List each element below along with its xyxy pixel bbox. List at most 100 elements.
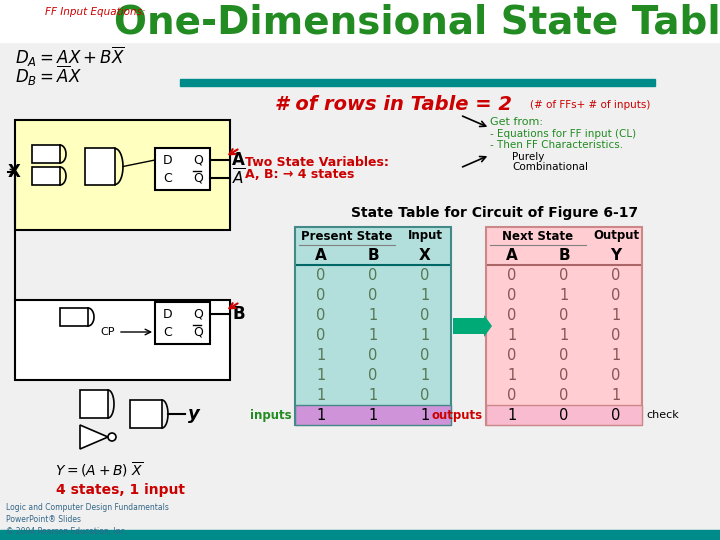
Text: Get from:: Get from: xyxy=(490,117,543,127)
Text: 0: 0 xyxy=(316,267,325,282)
Bar xyxy=(80,390,108,418)
Bar xyxy=(486,227,642,425)
Text: 0: 0 xyxy=(611,327,621,342)
Text: 1: 1 xyxy=(420,287,430,302)
Text: 0: 0 xyxy=(611,267,621,282)
Text: Q: Q xyxy=(193,307,203,321)
Text: C: C xyxy=(163,172,172,185)
Text: 0: 0 xyxy=(611,408,621,422)
Text: 0: 0 xyxy=(369,368,378,382)
Text: Q: Q xyxy=(193,172,203,185)
Text: y: y xyxy=(188,405,199,423)
Text: 0: 0 xyxy=(420,388,430,402)
Text: 0: 0 xyxy=(508,388,517,402)
Text: 0: 0 xyxy=(316,287,325,302)
Text: 0: 0 xyxy=(369,348,378,362)
Text: A: A xyxy=(506,247,518,262)
Text: X: X xyxy=(419,247,431,262)
Text: Input: Input xyxy=(408,230,443,242)
Text: 1: 1 xyxy=(369,307,377,322)
Text: 0: 0 xyxy=(369,267,378,282)
Text: A, B: → 4 states: A, B: → 4 states xyxy=(245,168,354,181)
Text: 1: 1 xyxy=(508,368,517,382)
Text: B: B xyxy=(558,247,570,262)
Text: 1: 1 xyxy=(611,388,621,402)
Text: 0: 0 xyxy=(559,307,569,322)
Text: Combinational: Combinational xyxy=(512,162,588,172)
Text: $D_B = \overline{A}X$: $D_B = \overline{A}X$ xyxy=(15,64,82,88)
Bar xyxy=(32,145,60,163)
Text: 0: 0 xyxy=(559,408,569,422)
Text: X: X xyxy=(8,163,21,181)
Bar xyxy=(0,0,720,42)
Text: 0: 0 xyxy=(508,287,517,302)
Text: # of rows in Table = 2: # of rows in Table = 2 xyxy=(275,96,512,114)
Text: 0: 0 xyxy=(611,368,621,382)
Bar xyxy=(32,167,60,185)
Text: CP: CP xyxy=(101,327,115,337)
Bar xyxy=(295,227,451,425)
Text: 0: 0 xyxy=(420,307,430,322)
Text: Present State: Present State xyxy=(301,230,392,242)
Bar xyxy=(155,148,210,190)
Polygon shape xyxy=(80,425,108,449)
Text: FF Input Equations:: FF Input Equations: xyxy=(45,7,145,17)
Text: C: C xyxy=(163,326,172,339)
Text: 1: 1 xyxy=(559,287,569,302)
Text: D: D xyxy=(163,307,173,321)
Bar xyxy=(85,148,115,185)
Text: $Y = (A+B)\ \overline{X}$: $Y = (A+B)\ \overline{X}$ xyxy=(55,461,143,479)
Text: (# of FFs+ # of inputs): (# of FFs+ # of inputs) xyxy=(530,100,650,110)
Text: 4 states, 1 input: 4 states, 1 input xyxy=(56,483,185,497)
Text: 1: 1 xyxy=(420,368,430,382)
Text: 0: 0 xyxy=(316,327,325,342)
Bar xyxy=(180,79,655,86)
Text: Output: Output xyxy=(593,230,639,242)
Text: Logic and Computer Design Fundamentals
PowerPoint® Slides
© 2004 Pearson Educati: Logic and Computer Design Fundamentals P… xyxy=(6,503,169,536)
Text: $\overline{A}$: $\overline{A}$ xyxy=(232,168,246,188)
Text: Next State: Next State xyxy=(503,230,574,242)
Text: 0: 0 xyxy=(420,267,430,282)
Text: 1: 1 xyxy=(369,388,377,402)
Text: 1: 1 xyxy=(420,327,430,342)
Text: 1: 1 xyxy=(316,348,325,362)
Text: A: A xyxy=(232,151,245,169)
Text: B: B xyxy=(232,305,245,323)
Text: 0: 0 xyxy=(559,368,569,382)
Text: 1: 1 xyxy=(508,408,517,422)
Text: 1: 1 xyxy=(316,388,325,402)
Text: Two State Variables:: Two State Variables: xyxy=(245,156,389,168)
Text: 1: 1 xyxy=(508,327,517,342)
Text: outputs: outputs xyxy=(432,408,483,422)
Text: - Equations for FF input (CL): - Equations for FF input (CL) xyxy=(490,129,636,139)
Bar xyxy=(130,400,162,428)
Bar xyxy=(0,530,720,540)
Text: 0: 0 xyxy=(316,307,325,322)
Bar xyxy=(15,120,230,230)
FancyArrow shape xyxy=(453,315,492,337)
Text: Q: Q xyxy=(193,153,203,166)
Text: 0: 0 xyxy=(508,267,517,282)
Text: Y: Y xyxy=(611,247,621,262)
Text: 0: 0 xyxy=(559,267,569,282)
Bar xyxy=(60,308,88,326)
Bar xyxy=(155,302,210,344)
Text: 1: 1 xyxy=(420,408,430,422)
Text: One-Dimensional State Table: One-Dimensional State Table xyxy=(114,3,720,41)
Bar xyxy=(295,405,451,425)
Text: - Then FF Characteristics.: - Then FF Characteristics. xyxy=(490,140,623,150)
Text: inputs: inputs xyxy=(251,408,292,422)
Text: 1: 1 xyxy=(611,307,621,322)
Text: 1: 1 xyxy=(369,408,377,422)
Text: 0: 0 xyxy=(559,388,569,402)
Bar xyxy=(15,300,230,380)
Text: State Table for Circuit of Figure 6-17: State Table for Circuit of Figure 6-17 xyxy=(351,206,639,220)
Text: 0: 0 xyxy=(420,348,430,362)
Text: 0: 0 xyxy=(611,287,621,302)
Text: 1: 1 xyxy=(316,368,325,382)
Text: $D_A = AX + B\overline{X}$: $D_A = AX + B\overline{X}$ xyxy=(15,45,125,69)
Text: 0: 0 xyxy=(508,307,517,322)
Text: Purely: Purely xyxy=(512,152,544,162)
Text: 0: 0 xyxy=(369,287,378,302)
Text: 1: 1 xyxy=(611,348,621,362)
